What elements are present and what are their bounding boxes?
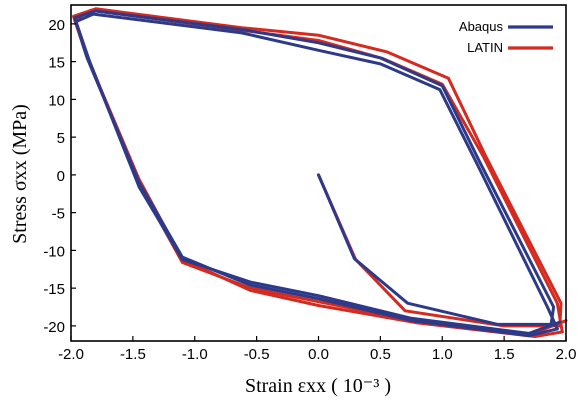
y-tick-label: -20	[43, 319, 65, 336]
y-tick-label: 5	[57, 130, 65, 147]
series-layer	[74, 9, 567, 337]
x-tick-label: -2.0	[58, 346, 84, 363]
series-line-abaqus-1	[75, 11, 558, 336]
y-axis-label: Stress σxx (MPa)	[9, 104, 31, 244]
legend: Abaqus LATIN	[459, 19, 553, 55]
x-tick-label: -1.0	[182, 346, 208, 363]
y-tick-label: 10	[48, 92, 65, 109]
legend-label-abaqus: Abaqus	[459, 19, 504, 34]
x-axis-label: Strain εxx ( 10⁻³ )	[245, 375, 391, 397]
x-tick-label: -0.5	[244, 346, 270, 363]
x-tick-label: 0.0	[308, 346, 329, 363]
series-line-latin-2	[75, 10, 566, 335]
y-tick-label: -10	[43, 243, 65, 260]
y-tick-label: -15	[43, 281, 65, 298]
y-tick-label: 15	[48, 55, 65, 72]
x-tick-label: -1.5	[120, 346, 146, 363]
x-tick-label: 1.5	[494, 346, 515, 363]
y-tick-label: 20	[48, 17, 65, 34]
x-tick-label: 0.5	[370, 346, 391, 363]
x-tick-label: 2.0	[556, 346, 577, 363]
y-tick-label: 0	[57, 168, 65, 185]
series-line-latin-1	[74, 9, 563, 337]
axis-layer: -2.0 -1.5 -1.0 -0.5 0.0 0.5 1.0 1.5 2.0 20 15 10 5 0 -…	[43, 17, 576, 363]
x-tick-label: 1.0	[432, 346, 453, 363]
legend-label-latin: LATIN	[467, 40, 503, 55]
y-tick-label: -5	[52, 206, 65, 223]
